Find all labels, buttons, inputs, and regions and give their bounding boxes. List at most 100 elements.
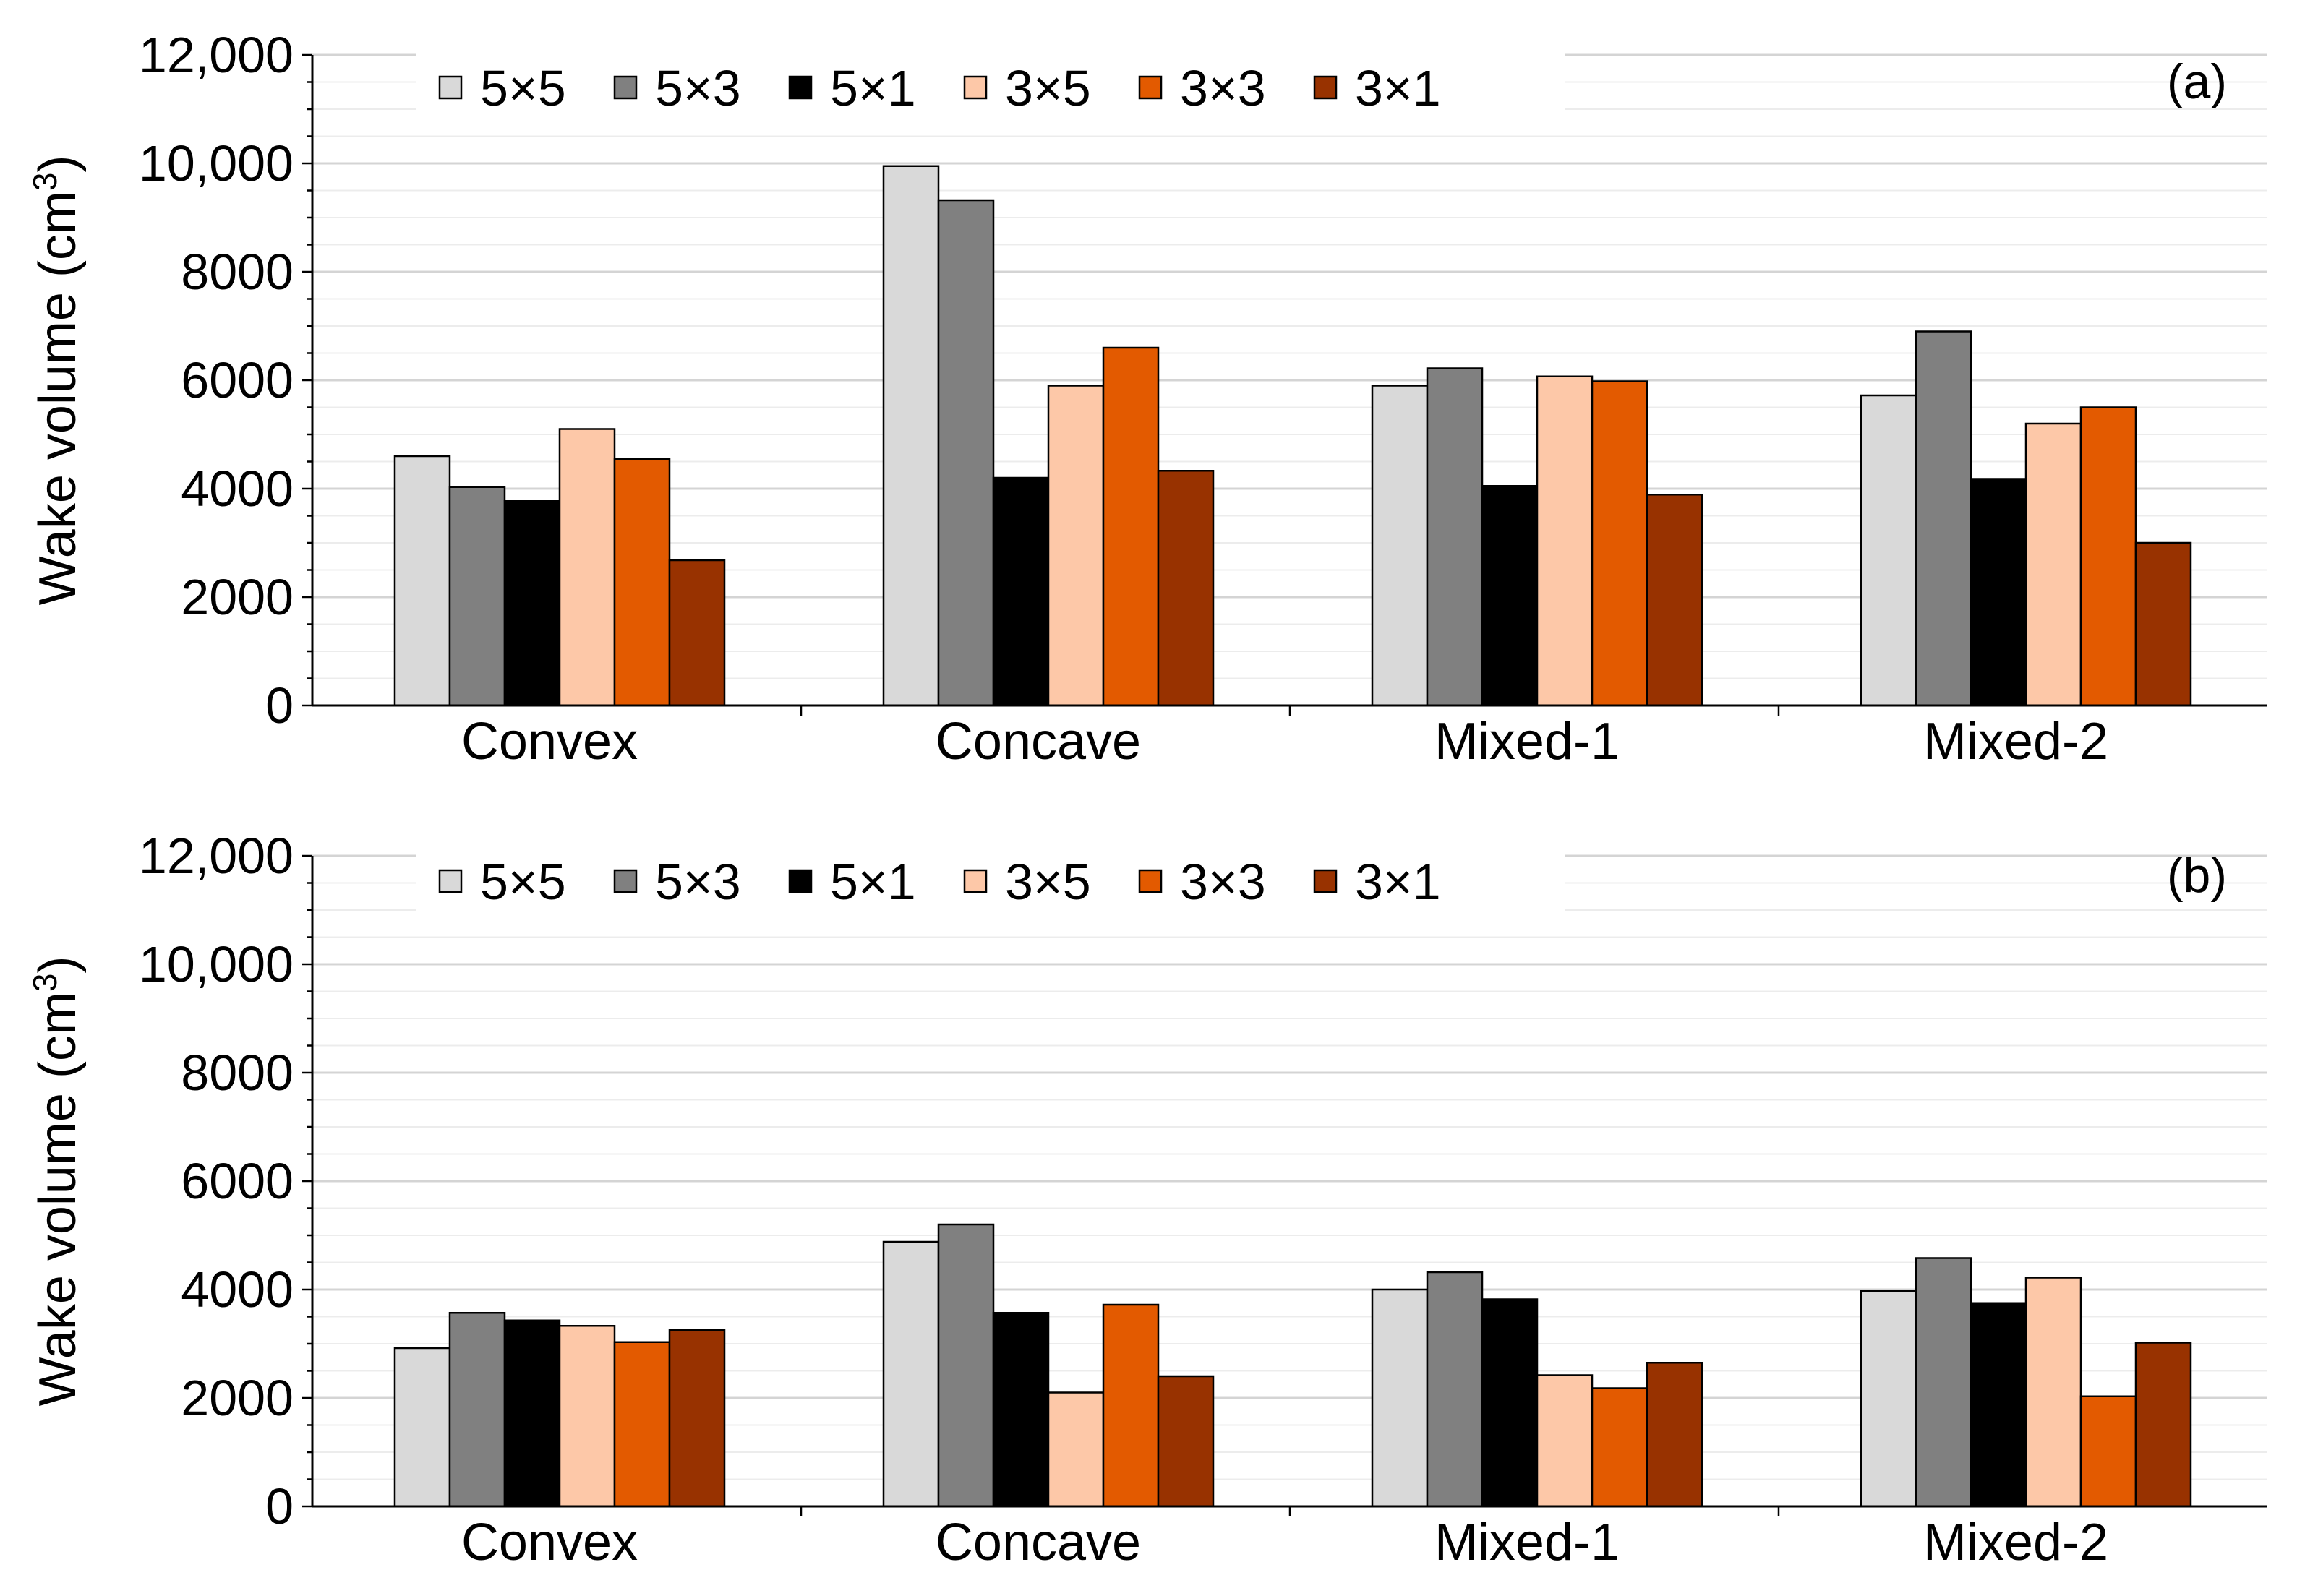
category-label-concave: Concave <box>936 713 1141 771</box>
bar-5x5-concave <box>882 165 940 707</box>
bar-5x5-mixed-1 <box>1371 1288 1429 1508</box>
y-axis-title-superscript: 3 <box>26 973 64 992</box>
bar-3x5-mixed-2 <box>2024 422 2082 707</box>
bar-3x1-convex <box>668 1329 726 1508</box>
y-tick-label: 12,000 <box>139 27 294 83</box>
y-tick-label: 12,000 <box>139 828 294 884</box>
bar-3x1-concave <box>1157 1375 1215 1508</box>
bar-5x1-convex <box>503 1319 561 1508</box>
bar-3x3-mixed-1 <box>1591 1387 1648 1508</box>
bar-5x5-convex <box>393 455 451 707</box>
bar-3x5-mixed-2 <box>2024 1277 2082 1508</box>
bar-5x1-concave <box>992 1312 1050 1508</box>
y-tick-label: 2000 <box>181 1370 294 1426</box>
y-tick-label: 4000 <box>181 1261 294 1318</box>
category-label-mixed-2: Mixed-2 <box>1923 1514 2108 1571</box>
bar-5x1-mixed-1 <box>1481 485 1539 707</box>
bar-3x1-convex <box>668 559 726 707</box>
bars <box>393 1223 2192 1508</box>
legend-label-3x5: 3×5 <box>1005 60 1091 116</box>
bar-5x3-mixed-2 <box>1915 1257 1972 1508</box>
y-tick-label: 10,000 <box>139 936 294 992</box>
bar-5x5-concave <box>882 1240 940 1508</box>
bar-3x5-convex <box>558 1325 616 1508</box>
category-label-mixed-1: Mixed-1 <box>1434 1514 1620 1571</box>
legend-swatch-5x5 <box>438 75 463 100</box>
legend-label-5x3: 5×3 <box>655 60 741 116</box>
legend-swatch-3x3 <box>1138 869 1163 893</box>
bar-3x1-mixed-2 <box>2134 1342 2192 1508</box>
bars <box>393 165 2192 707</box>
bar-3x3-convex <box>613 458 671 707</box>
y-tick-label: 6000 <box>181 352 294 408</box>
axes: 0 2000 4000 6000 8000 10,000 12,000 Convex Conca… <box>139 27 2267 771</box>
bar-3x1-mixed-1 <box>1646 494 1703 707</box>
legend-label-5x3: 5×3 <box>655 854 741 910</box>
legend-label-3x1: 3×1 <box>1355 60 1441 116</box>
y-tick-label: 8000 <box>181 1044 294 1101</box>
bar-3x5-convex <box>558 428 616 707</box>
category-label-convex: Convex <box>461 713 638 771</box>
bar-5x1-mixed-1 <box>1481 1298 1539 1508</box>
bar-5x5-mixed-1 <box>1371 385 1429 707</box>
bar-3x3-mixed-2 <box>2079 406 2137 707</box>
bar-5x5-mixed-2 <box>1860 1290 1917 1508</box>
legend-label-3x3: 3×3 <box>1180 854 1266 910</box>
y-tick-label: 6000 <box>181 1153 294 1209</box>
legend: 5×5 5×3 5×1 3×5 3×3 3×1 <box>416 52 1565 124</box>
legend-swatch-5x3 <box>613 869 638 893</box>
y-axis-title: Wake volume (cm3) <box>26 956 87 1406</box>
legend-swatch-5x5 <box>438 869 463 893</box>
legend-label-5x1: 5×1 <box>830 60 916 116</box>
chart-panel-a: 0 2000 4000 6000 8000 10,000 12,000 Convex Conca… <box>26 27 2267 771</box>
bar-5x1-mixed-2 <box>1970 478 2027 707</box>
panel-label: (b) <box>2167 848 2227 903</box>
y-axis-title-main: Wake volume (cm <box>29 191 87 605</box>
bar-3x3-convex <box>613 1341 671 1508</box>
y-tick-label: 0 <box>265 1478 294 1535</box>
legend-label-5x5: 5×5 <box>480 854 566 910</box>
bar-3x5-concave <box>1047 385 1105 707</box>
bar-3x1-mixed-2 <box>2134 541 2192 707</box>
chart-panel-b: 0 2000 4000 6000 8000 10,000 12,000 Convex Conca… <box>26 828 2267 1571</box>
legend-label-3x3: 3×3 <box>1180 60 1266 116</box>
bar-5x5-convex <box>393 1347 451 1508</box>
legend-background <box>416 52 1565 124</box>
bar-3x5-concave <box>1047 1391 1105 1508</box>
panel-label: (a) <box>2167 54 2227 109</box>
bar-3x5-mixed-1 <box>1536 1374 1594 1508</box>
legend-swatch-5x1 <box>788 869 813 893</box>
category-label-mixed-1: Mixed-1 <box>1434 713 1620 771</box>
legend-swatch-3x1 <box>1313 75 1338 100</box>
legend-background <box>416 846 1565 918</box>
axes: 0 2000 4000 6000 8000 10,000 12,000 Convex Conca… <box>139 828 2267 1571</box>
y-tick-label: 4000 <box>181 460 294 517</box>
bar-5x5-mixed-2 <box>1860 394 1917 707</box>
y-axis-title-close: ) <box>29 155 87 172</box>
y-axis-title-close: ) <box>29 956 87 973</box>
bar-5x1-convex <box>503 500 561 707</box>
legend: 5×5 5×3 5×1 3×5 3×3 3×1 <box>416 846 1565 918</box>
legend-swatch-3x1 <box>1313 869 1338 893</box>
y-tick-label: 10,000 <box>139 135 294 192</box>
bar-5x3-mixed-1 <box>1426 1271 1484 1508</box>
y-tick-label: 0 <box>265 677 294 734</box>
bar-3x3-concave <box>1102 1303 1160 1508</box>
bar-5x3-concave <box>937 1223 995 1508</box>
y-axis-title-superscript: 3 <box>26 172 64 191</box>
bar-3x1-concave <box>1157 470 1215 707</box>
bar-3x3-concave <box>1102 346 1160 707</box>
legend-label-5x1: 5×1 <box>830 854 916 910</box>
bar-5x3-mixed-1 <box>1426 367 1484 707</box>
bar-3x3-mixed-2 <box>2079 1395 2137 1508</box>
bar-3x5-mixed-1 <box>1536 375 1594 707</box>
bar-5x1-concave <box>992 476 1050 707</box>
legend-label-5x5: 5×5 <box>480 60 566 116</box>
category-label-convex: Convex <box>461 1514 638 1571</box>
category-label-concave: Concave <box>936 1514 1141 1571</box>
y-axis-title-main: Wake volume (cm <box>29 992 87 1406</box>
bar-3x1-mixed-1 <box>1646 1362 1703 1508</box>
bar-3x3-mixed-1 <box>1591 380 1648 707</box>
bar-5x1-mixed-2 <box>1970 1302 2027 1508</box>
